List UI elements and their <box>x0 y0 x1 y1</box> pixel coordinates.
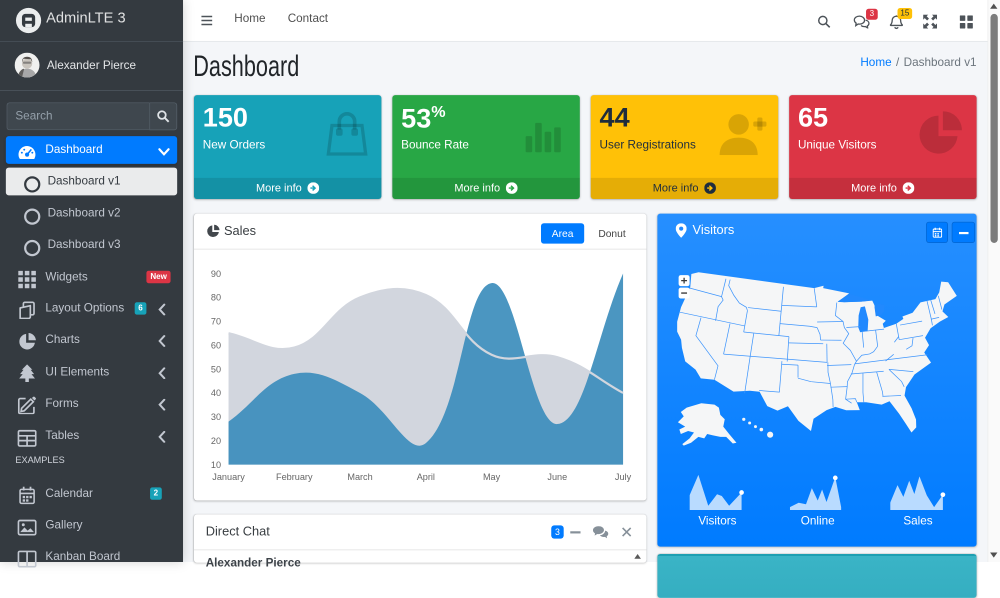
svg-text:10: 10 <box>211 460 221 470</box>
svg-text:40: 40 <box>211 388 221 398</box>
svg-text:May: May <box>483 472 501 482</box>
svg-text:July: July <box>615 472 632 482</box>
svg-text:90: 90 <box>211 269 221 279</box>
svg-text:50: 50 <box>211 364 221 374</box>
svg-text:80: 80 <box>211 293 221 303</box>
svg-text:April: April <box>417 472 435 482</box>
svg-text:March: March <box>347 472 372 482</box>
svg-text:70: 70 <box>211 317 221 327</box>
svg-text:June: June <box>547 472 567 482</box>
svg-text:60: 60 <box>211 340 221 350</box>
svg-text:30: 30 <box>211 412 221 422</box>
svg-text:January: January <box>212 472 245 482</box>
svg-text:20: 20 <box>211 436 221 446</box>
svg-text:February: February <box>276 472 313 482</box>
